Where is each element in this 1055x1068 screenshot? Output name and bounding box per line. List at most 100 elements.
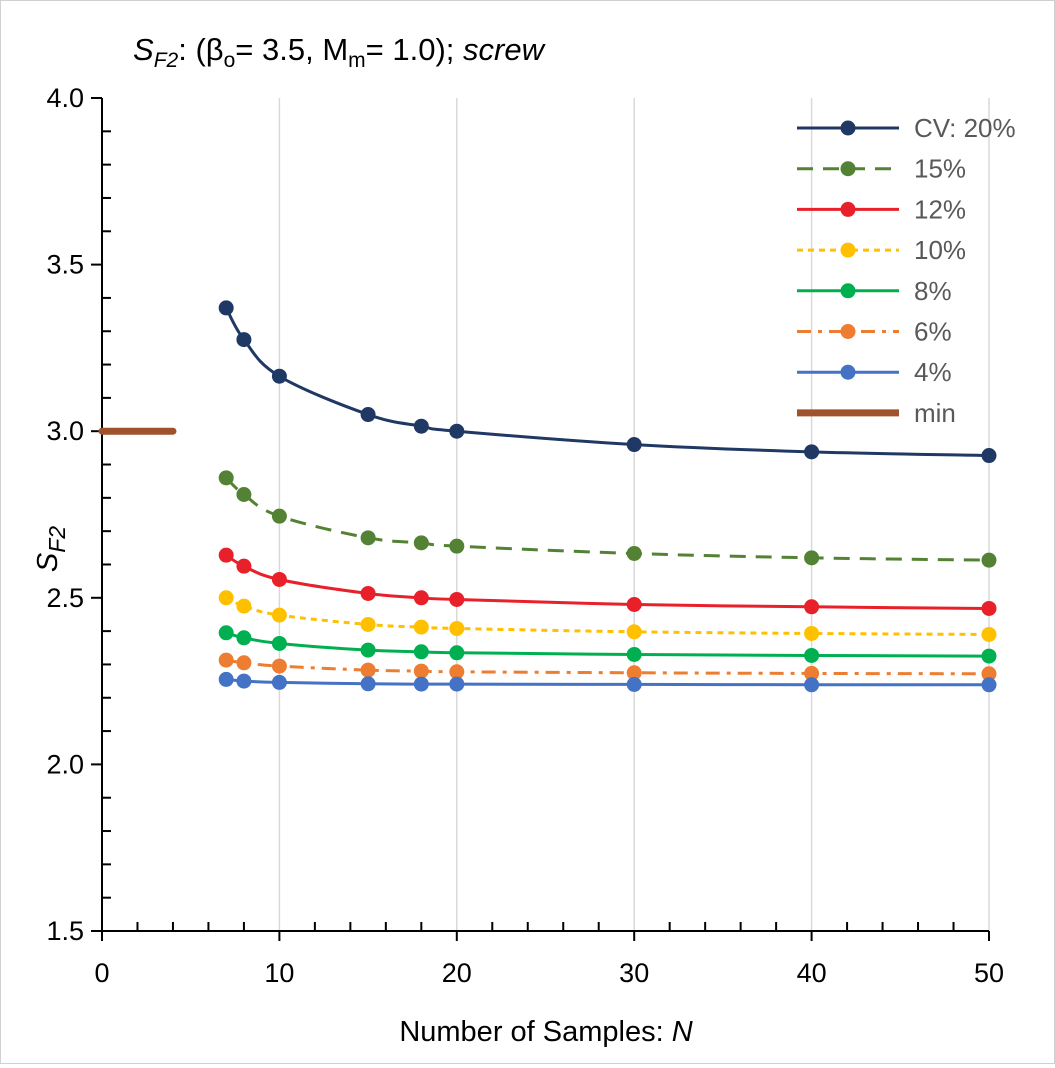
data-point <box>360 585 376 601</box>
legend-marker <box>840 120 856 136</box>
data-point <box>449 620 465 636</box>
legend-entry: CV: 20% <box>797 113 1016 143</box>
legend-marker <box>840 283 856 299</box>
data-point <box>981 448 997 464</box>
legend-marker <box>840 161 856 177</box>
data-point <box>626 646 642 662</box>
data-point <box>804 677 820 693</box>
data-point <box>981 677 997 693</box>
x-axis-title: Number of Samples: N <box>399 1016 692 1048</box>
data-point <box>218 300 234 316</box>
data-point <box>271 368 287 384</box>
x-tick-label: 40 <box>797 958 827 988</box>
legend-label: 15% <box>914 154 966 184</box>
axes <box>91 97 990 941</box>
data-point <box>626 545 642 561</box>
data-point <box>981 648 997 664</box>
series-4 <box>218 671 997 693</box>
series-8 <box>218 625 997 664</box>
data-point <box>981 626 997 642</box>
data-point <box>449 676 465 692</box>
data-point <box>981 600 997 616</box>
legend-marker <box>840 324 856 339</box>
legend-entry: 8% <box>797 276 952 306</box>
data-point <box>413 619 429 635</box>
series-line <box>225 596 990 636</box>
data-point <box>360 662 376 678</box>
data-point <box>413 590 429 606</box>
x-tick-label: 20 <box>442 958 472 988</box>
data-point <box>981 552 997 568</box>
legend-entry: 4% <box>797 357 952 387</box>
y-tick-label: 3.5 <box>46 250 84 280</box>
data-point <box>218 652 234 668</box>
data-point <box>218 590 234 606</box>
y-tick-label: 2.0 <box>46 749 84 779</box>
legend: CV: 20% 15% 12% 10% 8% 6% 4% min <box>797 113 1016 428</box>
data-point <box>271 674 287 690</box>
legend-label: CV: 20% <box>914 113 1016 143</box>
legend-label: 4% <box>914 357 952 387</box>
legend-entry: 10% <box>797 235 966 265</box>
data-point <box>449 645 465 661</box>
data-point <box>804 665 820 681</box>
legend-label: min <box>914 398 956 428</box>
data-point <box>218 547 234 563</box>
y-axis-title: SF2 <box>32 526 70 572</box>
data-point <box>413 535 429 551</box>
data-point <box>218 625 234 641</box>
x-tick-label: 50 <box>974 958 1004 988</box>
series-cv-20 <box>218 300 997 464</box>
data-point <box>413 418 429 434</box>
data-point <box>449 664 465 680</box>
legend-entry: 12% <box>797 194 966 224</box>
data-point <box>271 607 287 623</box>
legend-entry: 15% <box>797 154 966 184</box>
data-point <box>413 644 429 660</box>
data-point <box>626 676 642 692</box>
data-point <box>271 508 287 524</box>
data-point <box>271 571 287 587</box>
data-point <box>218 470 234 486</box>
series-6 <box>218 652 997 682</box>
data-point <box>271 658 287 674</box>
data-point <box>449 423 465 439</box>
series-line <box>225 553 990 610</box>
legend-label: 6% <box>914 317 952 347</box>
data-point <box>626 437 642 453</box>
series-line <box>226 677 990 687</box>
legend-marker <box>840 201 856 217</box>
legend-label: 12% <box>914 194 966 224</box>
data-point <box>236 673 252 689</box>
gridlines <box>278 98 990 931</box>
data-point <box>360 676 376 692</box>
data-point <box>236 487 252 503</box>
y-tick-labels: 1.5 2.0 2.5 3.0 3.5 4.0 <box>46 83 84 946</box>
data-point <box>360 530 376 546</box>
data-point <box>360 616 376 632</box>
data-point <box>413 676 429 692</box>
chart-title: SF2: (βo= 3.5, Mm= 1.0); screw <box>133 32 547 72</box>
data-point <box>236 558 252 574</box>
data-point <box>804 625 820 641</box>
data-point <box>236 630 252 646</box>
data-point <box>236 332 252 348</box>
y-tick-label: 2.5 <box>46 583 84 613</box>
legend-entry: 6% <box>797 317 952 347</box>
series-group <box>98 300 997 693</box>
data-point <box>804 599 820 615</box>
data-point <box>626 624 642 640</box>
data-point <box>981 666 997 682</box>
data-point <box>626 665 642 681</box>
series-line <box>225 658 990 676</box>
x-tick-label: 30 <box>619 958 649 988</box>
series-10 <box>218 590 997 642</box>
data-point <box>360 407 376 423</box>
x-tick-labels: 0 10 20 30 40 50 <box>94 958 1004 988</box>
x-tick-label: 10 <box>264 958 294 988</box>
series-line <box>225 631 990 658</box>
y-tick-label: 1.5 <box>46 916 84 946</box>
series-line <box>225 476 990 562</box>
